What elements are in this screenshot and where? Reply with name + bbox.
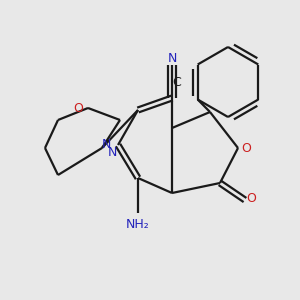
Text: N: N xyxy=(107,146,117,160)
Text: O: O xyxy=(246,191,256,205)
Text: N: N xyxy=(101,139,111,152)
Text: NH₂: NH₂ xyxy=(126,218,150,232)
Text: N: N xyxy=(167,52,177,64)
Text: O: O xyxy=(241,142,251,154)
Text: O: O xyxy=(73,101,83,115)
Text: C: C xyxy=(172,76,182,88)
